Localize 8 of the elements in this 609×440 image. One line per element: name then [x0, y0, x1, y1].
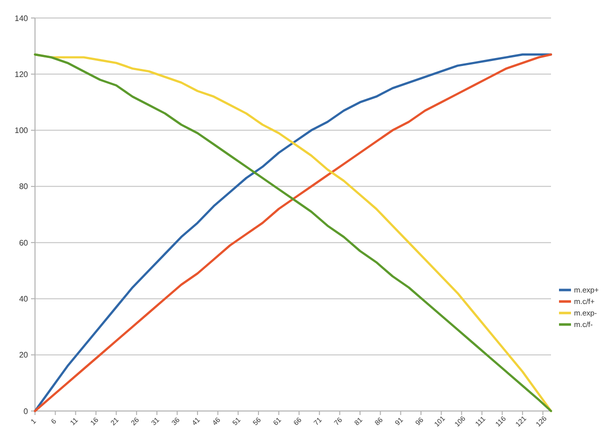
y-tick-label: 0: [24, 406, 29, 416]
y-tick-label: 80: [19, 182, 29, 192]
y-tick-label: 20: [19, 350, 29, 360]
y-tick-label: 40: [19, 294, 29, 304]
y-tick-label: 60: [19, 238, 29, 248]
y-tick-label: 120: [14, 70, 29, 79]
y-tick-label: 140: [14, 14, 29, 23]
y-tick-label: 100: [14, 126, 29, 136]
